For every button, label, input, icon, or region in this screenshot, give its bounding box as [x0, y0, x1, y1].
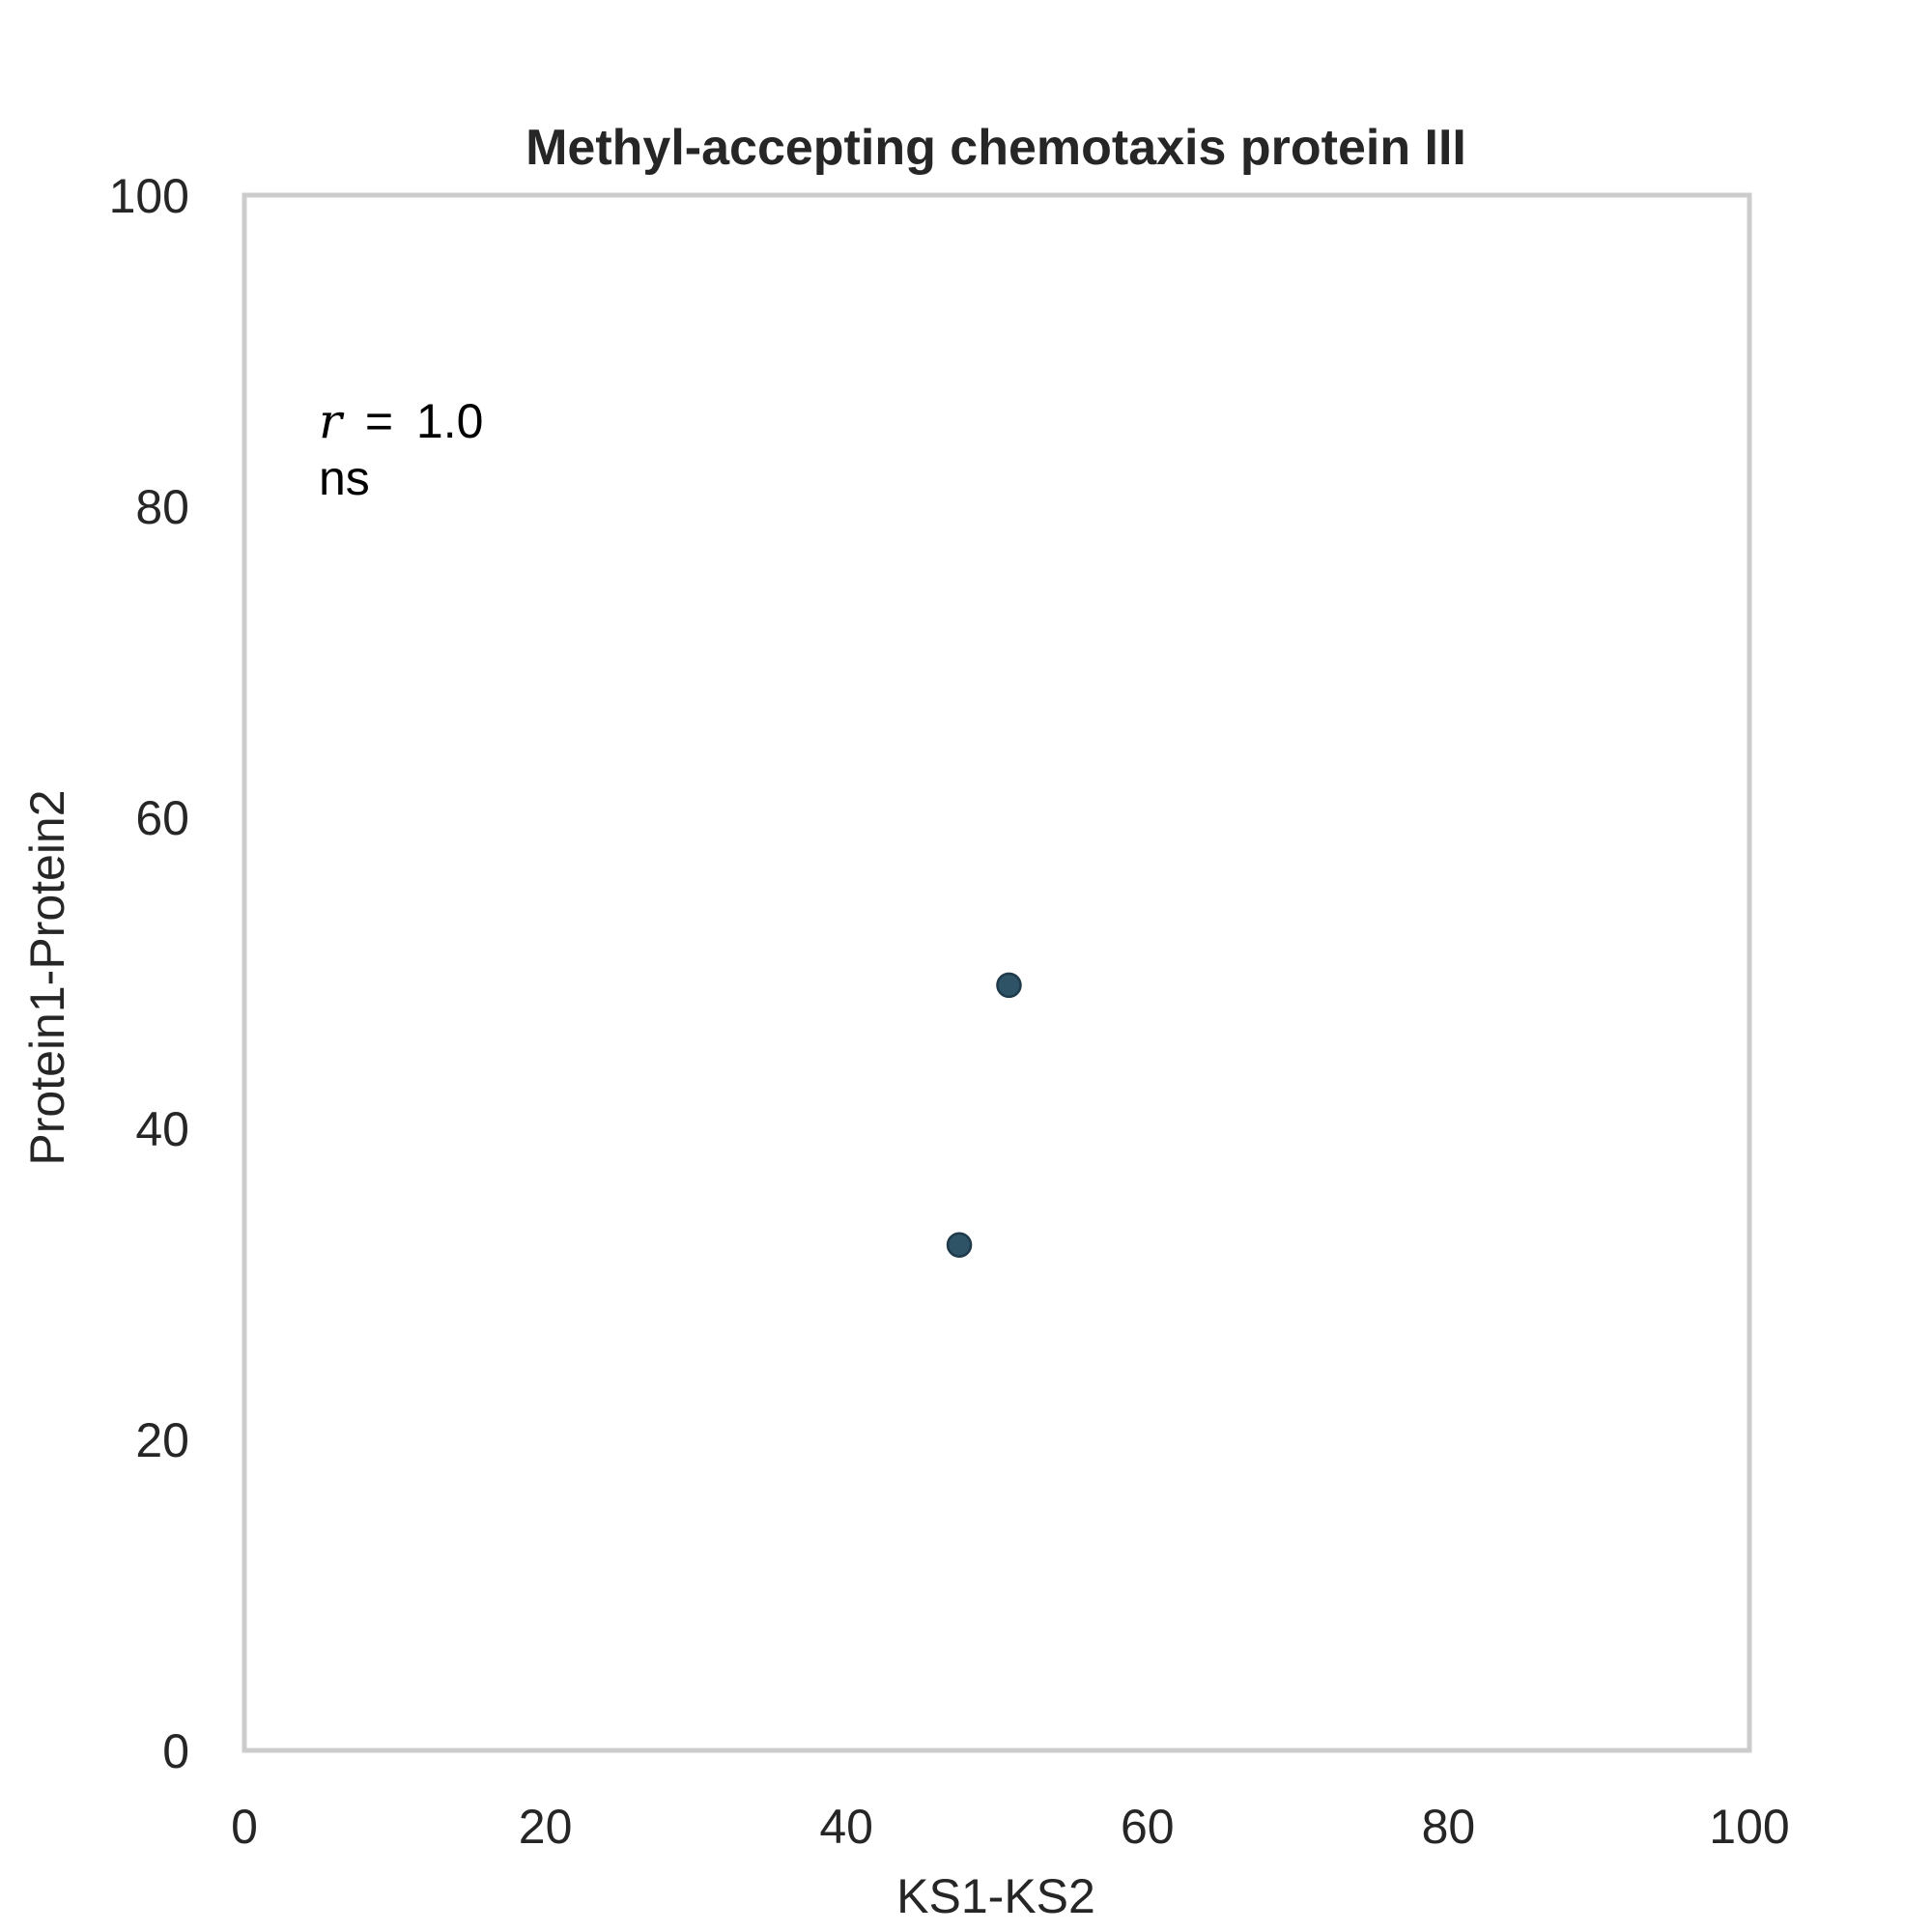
y-tick-label: 100	[109, 169, 189, 223]
chart-title: Methyl-accepting chemotaxis protein III	[526, 120, 1466, 176]
x-tick-labels: 0 20 40 60 80 100	[231, 1800, 1790, 1854]
y-tick-label: 60	[135, 791, 189, 845]
y-tick-label: 0	[162, 1724, 189, 1778]
r-value: 1.0	[416, 394, 484, 448]
x-tick-label: 0	[231, 1800, 258, 1854]
r-equals: =	[365, 394, 393, 448]
x-tick-label: 20	[519, 1800, 573, 1854]
y-axis-label: Protein1-Protein2	[20, 789, 74, 1165]
scatter-points	[946, 972, 1022, 1258]
y-tick-label: 80	[135, 480, 189, 534]
scatter-point	[946, 1232, 973, 1258]
x-tick-label: 80	[1422, 1800, 1476, 1854]
x-axis-label: KS1-KS2	[896, 1869, 1095, 1923]
correlation-annotation: r = 1.0	[319, 393, 483, 449]
plot-frame	[242, 192, 1752, 1753]
x-tick-label: 40	[819, 1800, 873, 1854]
r-symbol: r	[319, 393, 345, 449]
y-tick-labels: 0 20 40 60 80 100	[109, 169, 189, 1778]
scatter-point	[996, 972, 1022, 999]
x-tick-label: 60	[1121, 1800, 1175, 1854]
x-tick-label: 100	[1709, 1800, 1789, 1854]
y-tick-label: 20	[135, 1413, 189, 1467]
y-tick-label: 40	[135, 1102, 189, 1156]
significance-annotation: ns	[319, 451, 370, 505]
